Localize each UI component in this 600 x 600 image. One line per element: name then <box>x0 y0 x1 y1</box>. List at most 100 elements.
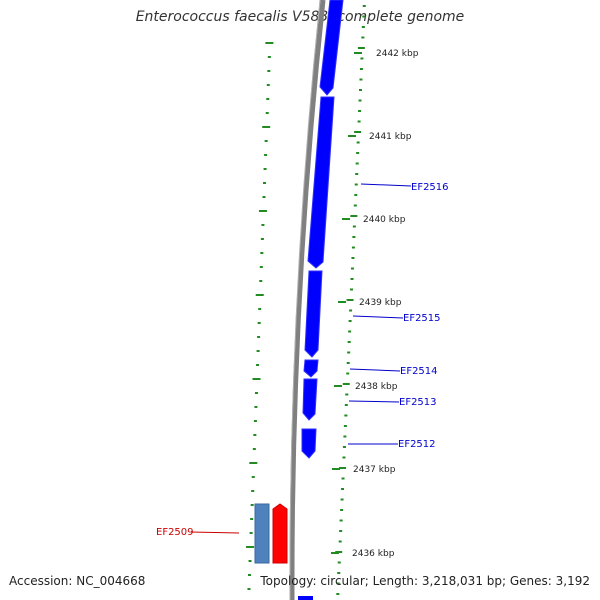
leader-line-ef2513 <box>348 400 400 403</box>
gc-tick <box>350 215 358 217</box>
ruler-tick <box>334 385 342 387</box>
gc-tick <box>257 322 261 324</box>
gc-tick <box>359 78 363 81</box>
highlight-genes <box>254 503 288 564</box>
highlight-gene-blue[interactable] <box>254 503 270 564</box>
gene-label-ef2513[interactable]: EF2513 <box>399 397 437 408</box>
gc-tick <box>253 434 257 436</box>
gc-tick <box>350 267 354 270</box>
ruler-tick <box>331 552 339 554</box>
gc-tick <box>346 299 354 301</box>
gc-tick <box>267 56 271 58</box>
cds-arrow[interactable] <box>319 0 344 96</box>
ruler-labels: 2442 kbp 2441 kbp 2440 kbp 2439 kbp 2438… <box>352 49 419 559</box>
gc-tick <box>262 196 266 198</box>
gc-tick <box>266 84 270 86</box>
ruler-ticks <box>331 52 362 554</box>
gc-tick <box>337 561 341 564</box>
gc-tick <box>341 477 345 480</box>
leader-line-ef2514 <box>349 368 401 372</box>
gene-label-ef2509[interactable]: EF2509 <box>156 527 194 538</box>
gc-tick <box>348 320 352 322</box>
gene-label-ef2514[interactable]: EF2514 <box>400 366 438 377</box>
cds-arrow-bottom[interactable] <box>298 596 313 600</box>
leader-line-ef2516 <box>360 183 412 187</box>
gc-tick <box>340 509 344 511</box>
gc-tick <box>339 530 343 532</box>
gc-tick <box>252 378 261 380</box>
gc-tick <box>265 42 274 44</box>
gc-tick <box>337 572 341 574</box>
ruler-label: 2441 kbp <box>369 132 412 142</box>
gc-tick <box>338 540 342 543</box>
gc-tick <box>248 560 252 562</box>
cds-arrow-ef2515[interactable] <box>304 270 323 358</box>
gc-tick <box>355 173 359 175</box>
gc-tick <box>254 406 258 408</box>
gc-tick <box>263 168 267 170</box>
gc-tick <box>254 392 258 394</box>
gc-tick <box>346 362 350 364</box>
accession-text: Accession: NC_004668 <box>9 574 146 588</box>
leader-line-ef2509 <box>190 531 240 534</box>
gc-tick <box>343 425 347 427</box>
gc-tick <box>256 364 260 366</box>
gc-tick <box>247 588 251 590</box>
gc-tick <box>342 446 346 448</box>
gc-tick <box>251 490 255 492</box>
gc-tick <box>355 162 359 165</box>
gc-tick <box>362 5 366 7</box>
gc-tick <box>255 294 264 296</box>
gc-tick <box>258 308 262 310</box>
gc-tick <box>356 141 360 144</box>
gene-label-ef2516[interactable]: EF2516 <box>411 182 449 193</box>
ruler-tick <box>332 468 340 470</box>
gc-tick <box>339 519 343 522</box>
gc-tick <box>359 68 363 70</box>
cds-arrow-ef2514[interactable] <box>303 359 319 378</box>
gc-tick <box>347 351 351 354</box>
cds-arrow-ef2512[interactable] <box>301 428 317 459</box>
gc-tick <box>249 532 253 534</box>
cds-arrow-ef2513[interactable] <box>302 378 318 421</box>
gc-tick <box>360 57 364 60</box>
gc-tick <box>351 257 355 259</box>
gc-tick <box>336 582 340 585</box>
gc-tick <box>342 383 350 385</box>
gc-tick <box>354 131 362 133</box>
gc-tick <box>257 336 261 338</box>
gene-label-ef2512[interactable]: EF2512 <box>398 439 436 450</box>
gc-tick <box>345 393 349 396</box>
gc-tick <box>259 280 263 282</box>
gc-tick <box>357 47 365 49</box>
gc-tick <box>349 309 353 312</box>
leader-line-ef2515 <box>352 315 404 319</box>
ruler-tick <box>338 301 346 303</box>
gc-tick <box>262 126 271 128</box>
gc-tick <box>258 210 267 212</box>
gc-tick <box>336 593 340 595</box>
gc-tick <box>361 36 365 39</box>
ruler-tick <box>342 218 350 220</box>
genome-info-text: Topology: circular; Length: 3,218,031 bp… <box>260 574 590 588</box>
gene-label-ef2515[interactable]: EF2515 <box>403 313 441 324</box>
gc-tick <box>266 98 270 100</box>
highlight-gene-red[interactable] <box>272 503 288 564</box>
cds-arrow-ef2516[interactable] <box>307 96 335 269</box>
gc-tick <box>264 154 268 156</box>
gc-tick <box>358 99 362 102</box>
ruler-label: 2437 kbp <box>353 465 396 475</box>
gc-tick <box>354 194 358 196</box>
gc-tick <box>352 236 356 238</box>
gc-tick <box>259 266 263 268</box>
gc-tick <box>256 350 260 352</box>
gc-tick <box>261 224 265 226</box>
gc-tick <box>358 110 362 112</box>
gc-tick <box>264 140 268 142</box>
gc-tick <box>341 488 345 490</box>
gc-tick <box>362 15 366 18</box>
gc-tick <box>351 246 355 249</box>
gc-tick <box>347 341 351 343</box>
ruler-label: 2436 kbp <box>352 549 395 559</box>
